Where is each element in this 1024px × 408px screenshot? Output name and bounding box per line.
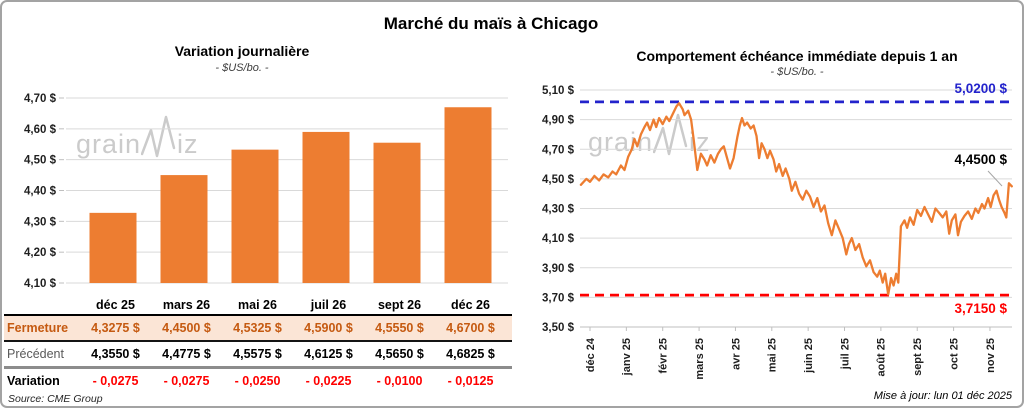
y-tick-label: 4,50 $ bbox=[24, 155, 57, 167]
value-cell: 4,6700 $ bbox=[446, 321, 495, 335]
table-header-row: déc 25 mars 26 mai 26 juil 26 sept 26 déc 26 bbox=[4, 296, 512, 316]
x-tick-label: janv 25 bbox=[621, 338, 633, 376]
watermark-text-prefix: grain bbox=[76, 129, 142, 159]
x-tick-label: sept 25 bbox=[912, 338, 924, 376]
low-reference-label: 3,7150 $ bbox=[954, 301, 1007, 316]
x-tick-label: févr 25 bbox=[658, 338, 670, 373]
x-tick-label: juil 25 bbox=[839, 338, 851, 370]
bar bbox=[302, 131, 350, 283]
y-tick-label: 4,50 $ bbox=[542, 174, 575, 186]
column-header: déc 25 bbox=[96, 298, 135, 312]
line-chart-subtitle: - $US/bo. - bbox=[770, 66, 824, 78]
high-reference-label: 5,0200 $ bbox=[954, 81, 1007, 96]
value-cell: 4,4500 $ bbox=[162, 321, 211, 335]
x-tick-label: août 25 bbox=[876, 338, 888, 377]
value-cell: - 0,0100 bbox=[376, 373, 423, 388]
y-tick-label: 4,60 $ bbox=[24, 124, 57, 136]
table-row-precedent: Précédent 4,3550 $ 4,4775 $ 4,5575 $ 4,6125 … bbox=[4, 342, 512, 369]
y-tick-label: 4,10 $ bbox=[24, 278, 57, 290]
bar bbox=[373, 142, 421, 283]
value-cell: 4,5550 $ bbox=[375, 321, 424, 335]
value-cell: - 0,0275 bbox=[92, 373, 139, 388]
y-tick-label: 4,40 $ bbox=[24, 186, 57, 198]
column-header: juil 26 bbox=[310, 298, 347, 312]
x-tick-label: nov 25 bbox=[985, 338, 997, 373]
label-leader-line bbox=[987, 170, 1003, 187]
watermark-text-suffix: iz bbox=[177, 129, 199, 159]
line-chart-title: Comportement échéance immédiate depuis 1… bbox=[636, 48, 958, 64]
y-tick-label: 4,70 $ bbox=[542, 144, 575, 156]
grainwiz-watermark: grain iz bbox=[76, 114, 199, 158]
bar bbox=[89, 212, 137, 283]
column-header: mars 26 bbox=[162, 298, 211, 312]
source-note: Source: CME Group bbox=[8, 393, 103, 405]
row-label: Précédent bbox=[7, 347, 64, 361]
price-line bbox=[579, 102, 1013, 296]
y-tick-label: 4,90 $ bbox=[542, 115, 575, 127]
column-header: mai 26 bbox=[238, 298, 277, 312]
y-tick-label: 4,70 $ bbox=[24, 93, 57, 105]
value-cell: 4,6125 $ bbox=[304, 347, 353, 361]
row-label: Variation bbox=[7, 373, 60, 388]
bar bbox=[444, 107, 492, 283]
y-tick-label: 5,10 $ bbox=[542, 85, 575, 97]
x-tick-label: avr 25 bbox=[730, 338, 742, 370]
value-cell: 4,3550 $ bbox=[91, 347, 140, 361]
y-tick-label: 4,30 $ bbox=[24, 216, 57, 228]
page-title: Marché du maïs à Chicago bbox=[383, 14, 599, 33]
value-cell: - 0,0225 bbox=[305, 373, 352, 388]
y-tick-label: 4,30 $ bbox=[542, 204, 575, 216]
bar-chart-title: Variation journalière bbox=[174, 43, 310, 59]
value-cell: 4,5575 $ bbox=[233, 347, 282, 361]
column-header: déc 26 bbox=[451, 298, 490, 312]
watermark-zigzag-icon bbox=[141, 115, 176, 158]
x-tick-label: mai 25 bbox=[767, 338, 779, 372]
price-table: déc 25 mars 26 mai 26 juil 26 sept 26 déc 26 F… bbox=[4, 296, 512, 392]
value-cell: 4,5900 $ bbox=[304, 321, 353, 335]
value-cell: 4,4775 $ bbox=[162, 347, 211, 361]
y-tick-label: 4,10 $ bbox=[542, 233, 575, 245]
value-cell: 4,3275 $ bbox=[91, 321, 140, 335]
y-tick-label: 3,50 $ bbox=[542, 322, 575, 334]
x-tick-label: déc 24 bbox=[585, 337, 597, 372]
bar bbox=[231, 149, 279, 283]
x-tick-label: mars 25 bbox=[694, 338, 706, 380]
row-label: Fermeture bbox=[7, 321, 69, 335]
value-cell: 4,6825 $ bbox=[446, 347, 495, 361]
y-tick-label: 4,20 $ bbox=[24, 247, 57, 259]
x-tick-label: juin 25 bbox=[803, 338, 815, 374]
column-header: sept 26 bbox=[377, 298, 422, 312]
value-cell: 4,5650 $ bbox=[375, 347, 424, 361]
value-cell: - 0,0250 bbox=[234, 373, 281, 388]
y-tick-label: 3,70 $ bbox=[542, 292, 575, 304]
bar-chart-subtitle: - $US/bo. - bbox=[215, 62, 269, 74]
bar bbox=[160, 175, 208, 283]
last-price-label: 4,4500 $ bbox=[954, 152, 1007, 167]
update-timestamp: Mise à jour: lun 01 déc 2025 bbox=[873, 390, 1012, 402]
value-cell: 4,5325 $ bbox=[233, 321, 282, 335]
table-row-fermeture: Fermeture 4,3275 $ 4,4500 $ 4,5325 $ 4,5900 … bbox=[4, 316, 512, 342]
watermark-zigzag-icon bbox=[653, 113, 688, 156]
x-tick-label: oct 25 bbox=[948, 338, 960, 370]
value-cell: - 0,0275 bbox=[163, 373, 210, 388]
value-cell: - 0,0125 bbox=[447, 373, 494, 388]
table-row-variation: Variation - 0,0275 - 0,0275 - 0,0250 - 0,022… bbox=[4, 369, 512, 392]
y-tick-label: 3,90 $ bbox=[542, 263, 575, 275]
